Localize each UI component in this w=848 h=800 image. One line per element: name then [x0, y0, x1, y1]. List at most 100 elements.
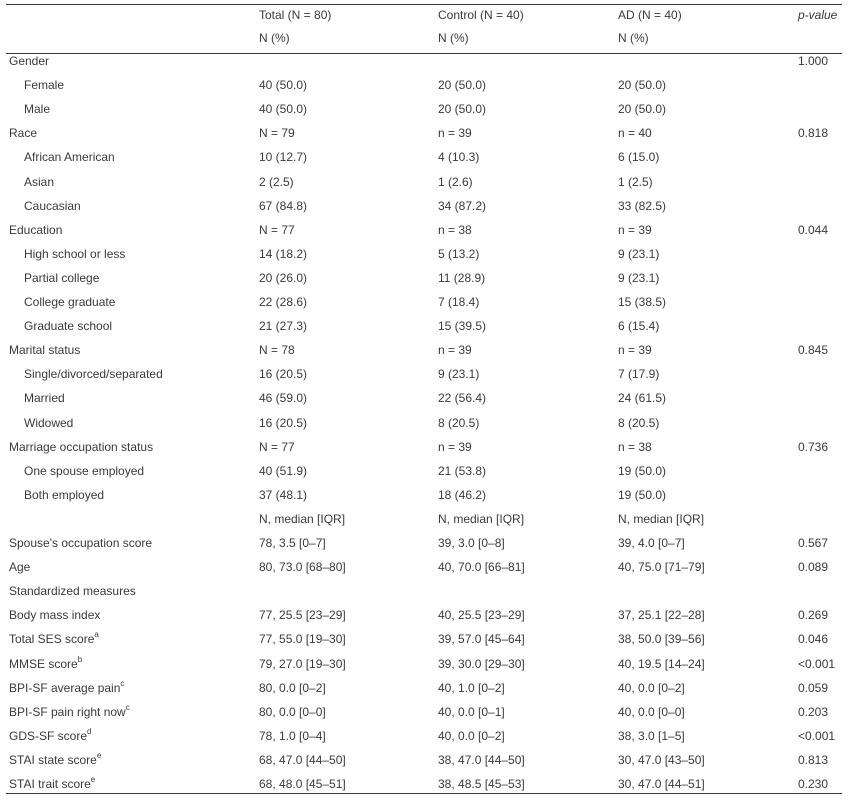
table-row: Caucasian 67 (84.8) 34 (87.2) 33 (82.5)	[0, 197, 848, 215]
row-label: Single/divorced/separated	[24, 365, 163, 383]
footnote-marker: b	[77, 654, 83, 664]
cell-control-text: 11 (28.9)	[438, 270, 486, 285]
cell-total: N = 77	[259, 221, 295, 239]
cell-control: n = 39	[438, 438, 472, 456]
table-row: Female 40 (50.0) 20 (50.0) 20 (50.0)	[0, 76, 848, 94]
header-row-1: Total (N = 80) Control (N = 40) AD (N = …	[0, 6, 848, 24]
row-label: Marital status	[9, 341, 80, 359]
cell-control-text: 7 (18.4)	[438, 295, 480, 309]
cell-total-text: 78, 1.0 [0–4]	[259, 728, 326, 743]
cell-ad-text: 9 (23.1)	[618, 270, 660, 285]
cell-total: 68, 47.0 [44–50]	[259, 751, 346, 769]
cell-ad: 7 (17.9)	[618, 365, 659, 383]
header-total-unit: N (%)	[259, 31, 290, 45]
table-row: African American 10 (12.7) 4 (10.3) 6 (15.0…	[0, 148, 848, 166]
cell-total: 67 (84.8)	[259, 197, 307, 215]
table-row: Graduate school 21 (27.3) 15 (39.5) 6 (15.4…	[0, 317, 848, 335]
cell-ad-text: 7 (17.9)	[618, 367, 660, 382]
header-row-2: N (%) N (%) N (%)	[0, 29, 848, 47]
cell-ad: n = 39	[618, 341, 652, 359]
cell-total-text: 40 (51.9)	[259, 463, 308, 478]
cell-ad: 15 (38.5)	[618, 293, 666, 311]
cell-ad-text: 20 (50.0)	[618, 78, 667, 93]
table-row: STAI state scoree 68, 47.0 [44–50] 38, 47.…	[0, 751, 848, 769]
cell-ad-text: 19 (50.0)	[618, 487, 667, 502]
cell-total: 79, 27.0 [19–30]	[259, 655, 346, 673]
cell-ad: 30, 47.0 [43–50]	[618, 751, 705, 769]
cell-ad: 38, 50.0 [39–56]	[618, 630, 705, 648]
cell-total-text: 80, 0.0 [0–2]	[259, 680, 326, 695]
cell-ad-text: 19 (50.0)	[618, 463, 667, 478]
cell-total-text: 77, 55.0 [19–30]	[259, 632, 346, 647]
row-label: Body mass index	[9, 606, 100, 624]
row-label-text: Asian	[24, 174, 55, 189]
cell-total-text: N = 79	[259, 126, 295, 141]
row-label: Partial college	[24, 269, 99, 287]
row-label-text: BPI-SF pain right now	[9, 704, 126, 719]
row-label: Total SES scorea	[9, 630, 99, 648]
cell-control: 40, 0.0 [0–1]	[438, 703, 505, 721]
cell-ad: 1 (2.5)	[618, 173, 653, 191]
cell-ad-text: n = 39	[618, 222, 652, 237]
footnote-marker: c	[125, 702, 130, 712]
row-label-text: GDS-SF score	[9, 728, 88, 743]
row-label-text: Graduate school	[24, 319, 113, 334]
cell-control: n = 38	[438, 221, 472, 239]
row-label-text: STAI trait score	[9, 777, 91, 791]
table-row: N, median [IQR] N, median [IQR] N, median …	[0, 510, 848, 528]
row-label-text: MMSE score	[9, 656, 78, 671]
row-label-text: Gender	[9, 54, 50, 68]
row-label-text: Single/divorced/separated	[24, 367, 163, 382]
row-label: Caucasian	[24, 197, 81, 215]
row-label-text: Spouse's occupation score	[9, 536, 153, 550]
cell-total-text: N = 77	[259, 439, 295, 454]
table-row: College graduate 22 (28.6) 7 (18.4) 15 (38.…	[0, 293, 848, 311]
cell-p-value: 0.269	[798, 606, 828, 624]
cell-p-value: 1.000	[798, 52, 828, 70]
row-label-text: STAI state score	[9, 752, 97, 767]
header-p-value: p-value	[798, 8, 838, 22]
row-label-text: African American	[24, 150, 115, 165]
cell-control-text: 40, 1.0 [0–2]	[438, 680, 505, 695]
cell-control-text: 9 (23.1)	[438, 367, 480, 382]
cell-total-text: 2 (2.5)	[259, 174, 294, 189]
cell-control-text: 40, 25.5 [23–29]	[438, 608, 525, 623]
cell-control-text: 39, 57.0 [45–64]	[438, 632, 525, 647]
cell-total: 21 (27.3)	[259, 317, 307, 335]
cell-total-text: N = 78	[259, 343, 295, 358]
cell-control-text: 39, 3.0 [0–8]	[438, 536, 505, 550]
cell-p-value: 0.736	[798, 438, 828, 456]
footnote-marker: c	[120, 678, 125, 688]
row-label-text: BPI-SF average pain	[9, 680, 121, 695]
row-label-text: Marriage occupation status	[9, 439, 154, 454]
table-row: Asian 2 (2.5) 1 (2.6) 1 (2.5)	[0, 173, 848, 191]
cell-ad-text: 1 (2.5)	[618, 174, 653, 189]
cell-total: N = 78	[259, 341, 295, 359]
cell-p-value: 0.059	[798, 679, 828, 697]
header-ad-unit: N (%)	[618, 31, 649, 45]
cell-ad-text: 38, 50.0 [39–56]	[618, 632, 705, 647]
cell-control-text: 39, 30.0 [29–30]	[438, 656, 525, 671]
footnote-marker: d	[87, 726, 92, 736]
cell-control: 21 (53.8)	[438, 462, 486, 480]
cell-total-text: 40 (50.0)	[259, 78, 308, 93]
row-label: African American	[24, 148, 115, 166]
cell-total: 78, 3.5 [0–7]	[259, 534, 326, 552]
cell-ad: n = 40	[618, 124, 652, 142]
cell-total: 16 (20.5)	[259, 414, 307, 432]
cell-control-text: 20 (50.0)	[438, 78, 487, 93]
row-label: High school or less	[24, 245, 125, 263]
cell-control: N, median [IQR]	[438, 510, 524, 528]
cell-control-text: 4 (10.3)	[438, 150, 480, 165]
row-label: Marriage occupation status	[9, 438, 153, 456]
table-row: Single/divorced/separated 16 (20.5) 9 (23.…	[0, 365, 848, 383]
header-control: Control (N = 40)	[438, 8, 524, 22]
cell-ad-text: 30, 47.0 [44–51]	[618, 777, 705, 791]
cell-total: N = 79	[259, 124, 295, 142]
cell-control-text: 34 (87.2)	[438, 198, 487, 213]
cell-total-text: 68, 47.0 [44–50]	[259, 752, 346, 767]
table-row: Education N = 77 n = 38 n = 39 0.044	[0, 221, 848, 239]
footnote-marker: e	[96, 750, 102, 760]
cell-control: 40, 1.0 [0–2]	[438, 679, 505, 697]
cell-ad-text: 20 (50.0)	[618, 102, 667, 117]
